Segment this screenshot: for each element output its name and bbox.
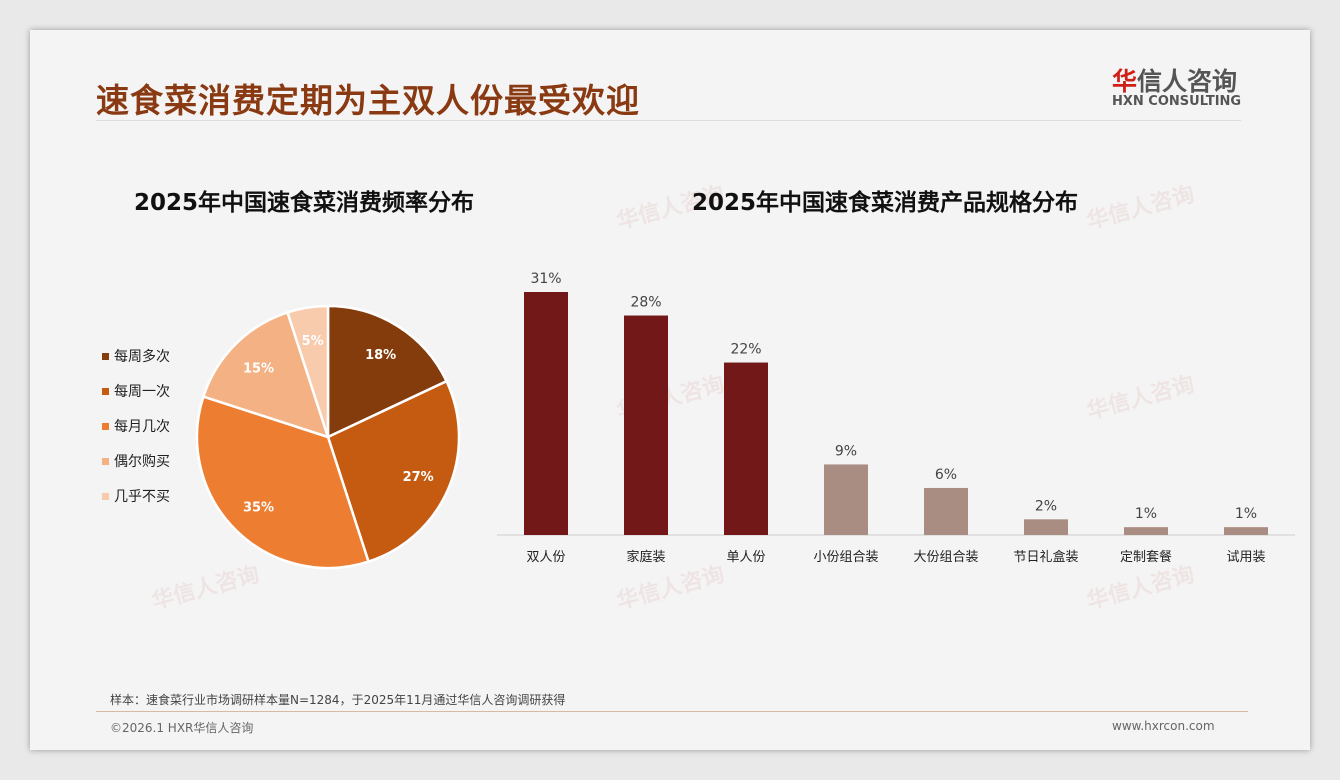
- slide: 速食菜消费定期为主双人份最受欢迎 华信人咨询 HXN CONSULTING 华信…: [30, 30, 1310, 750]
- x-tick-label: 大份组合装: [913, 550, 978, 565]
- pie-chart-title: 2025年中国速食菜消费频率分布: [134, 190, 475, 216]
- footer-divider: [96, 711, 1248, 712]
- logo-subtitle: HXN CONSULTING: [1112, 94, 1242, 109]
- legend-label: 几乎不买: [114, 489, 170, 505]
- charts-svg: 18% 27% 35% 15% 5% 31% 双人份 28% 家庭装 22% 单人份 9% 小份组合装 6…: [195, 271, 1295, 570]
- bar-value-label: 31%: [530, 271, 561, 287]
- pie-slice: [195, 394, 371, 570]
- legend-item: 每月几次: [102, 416, 170, 436]
- legend-swatch: [102, 457, 109, 465]
- x-tick-label: 家庭装: [626, 549, 665, 565]
- pie-label: 27%: [403, 470, 434, 485]
- copyright: ©2026.1 HXR华信人咨询: [110, 721, 254, 735]
- website-link[interactable]: www.hxrcon.com: [1112, 719, 1215, 733]
- sample-note: 样本：速食菜行业市场调研样本量N=1284，于2025年11月通过华信人咨询调研…: [110, 693, 566, 707]
- page-title: 速食菜消费定期为主双人份最受欢迎: [96, 81, 640, 120]
- legend-label: 每周多次: [114, 349, 170, 365]
- bar-value-label: 22%: [730, 342, 761, 358]
- pie-label: 5%: [302, 334, 324, 349]
- legend-swatch: [102, 422, 109, 430]
- bar-chart-title: 2025年中国速食菜消费产品规格分布: [692, 190, 1079, 216]
- legend-item: 几乎不买: [102, 486, 170, 506]
- divider: [96, 120, 1241, 121]
- pie-label: 18%: [365, 348, 396, 363]
- legend-swatch: [102, 352, 109, 360]
- bar-value-label: 6%: [935, 467, 957, 483]
- logo: 华信人咨询: [1112, 67, 1238, 96]
- x-tick-label: 试用装: [1226, 550, 1265, 565]
- legend-swatch: [102, 492, 109, 500]
- bar-value-label: 28%: [630, 295, 661, 311]
- legend-swatch: [102, 387, 109, 395]
- bar: [1124, 527, 1168, 535]
- legend-item: 每周一次: [102, 381, 170, 401]
- bar: [724, 362, 768, 535]
- x-tick-label: 双人份: [526, 550, 565, 565]
- legend-item: 偶尔购买: [102, 451, 170, 471]
- legend-label: 偶尔购买: [114, 454, 170, 470]
- bar-value-label: 1%: [1235, 506, 1257, 522]
- bar-value-label: 2%: [1035, 498, 1057, 514]
- x-tick-label: 单人份: [726, 550, 765, 565]
- pie-slice: [326, 379, 461, 564]
- bar-value-label: 1%: [1135, 506, 1157, 522]
- pie-label: 15%: [243, 362, 274, 377]
- bar-value-label: 9%: [835, 443, 857, 459]
- bar: [1224, 527, 1268, 535]
- bar: [924, 487, 968, 535]
- bar: [524, 292, 568, 535]
- bar: [1024, 519, 1068, 535]
- bar: [824, 464, 868, 535]
- x-tick-label: 定制套餐: [1120, 549, 1172, 565]
- x-tick-label: 小份组合装: [813, 550, 878, 565]
- x-tick-label: 节日礼盒装: [1013, 549, 1078, 565]
- legend-label: 每月几次: [114, 419, 170, 435]
- pie-slice: [285, 304, 330, 438]
- pie-slice: [326, 304, 449, 439]
- legend-label: 每周一次: [114, 384, 170, 400]
- pie-label: 35%: [243, 500, 274, 515]
- legend-item: 每周多次: [102, 346, 170, 366]
- bar: [624, 315, 668, 535]
